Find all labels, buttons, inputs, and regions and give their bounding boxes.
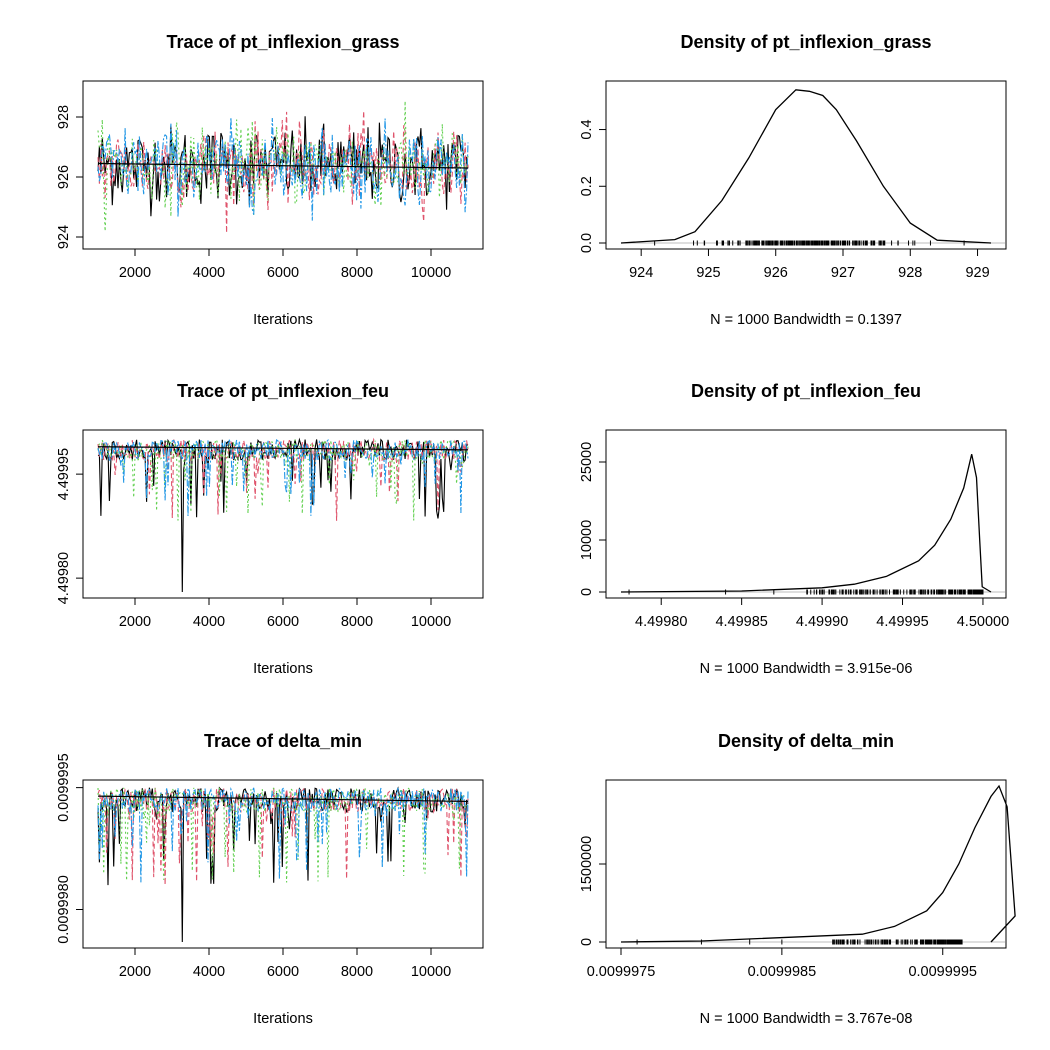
x-axis-label: Iterations: [253, 1011, 313, 1027]
x-tick-label: 924: [629, 265, 653, 281]
x-tick-label: 927: [831, 265, 855, 281]
rug-marks: [636, 939, 963, 945]
density-curve: [620, 89, 992, 244]
chart-title: Density of pt_inflexion_grass: [680, 32, 931, 52]
plot-frame: [605, 429, 1007, 599]
trace-chain-2: [97, 437, 469, 521]
chart-title: Density of pt_inflexion_feu: [691, 381, 921, 401]
chart-subtitle: N = 1000 Bandwidth = 3.915e-06: [700, 661, 913, 677]
chart-title: Trace of delta_min: [204, 731, 362, 751]
density-panel-2: Density of pt_inflexion_grass 924 925 926 92…: [579, 32, 1007, 328]
x-tick-label: 4.49990: [796, 614, 848, 630]
rug-marks: [654, 240, 965, 246]
x-tick-label: 6000: [267, 964, 299, 980]
trace-panel-3: Trace of pt_inflexion_feu 2000 4000 6000 800…: [56, 381, 484, 677]
y-tick-label: 0.0099980: [56, 875, 72, 944]
y-tick-label: 0: [579, 588, 595, 596]
density-curve: [620, 454, 992, 593]
chart-subtitle: N = 1000 Bandwidth = 3.767e-08: [700, 1011, 913, 1027]
plot-frame: [605, 779, 1007, 949]
chart-title: Trace of pt_inflexion_feu: [177, 381, 389, 401]
chart-title: Density of delta_min: [718, 731, 894, 751]
y-tick-label: 4.49995: [56, 448, 72, 500]
plot-frame: [605, 80, 1007, 250]
y-tick-label: 0.0: [579, 233, 595, 253]
x-tick-label: 926: [764, 265, 788, 281]
y-tick-label: 25000: [579, 442, 595, 482]
y-tick-label: 926: [56, 165, 72, 189]
y-tick-label: 0.2: [579, 176, 595, 196]
y-tick-label: 928: [56, 105, 72, 129]
x-tick-label: 10000: [411, 614, 451, 630]
x-tick-label: 8000: [341, 964, 373, 980]
x-tick-label: 0.0099995: [908, 964, 977, 980]
y-tick-label: 4.49980: [56, 552, 72, 604]
trace-chain-4: [97, 786, 469, 883]
x-tick-label: 2000: [119, 964, 151, 980]
chart-subtitle: N = 1000 Bandwidth = 0.1397: [710, 312, 902, 328]
trace-chain-3: [97, 101, 469, 232]
x-tick-label: 4000: [193, 964, 225, 980]
chart-title: Trace of pt_inflexion_grass: [166, 32, 399, 52]
density-panel-4: Density of pt_inflexion_feu 4.49980 4.4998…: [579, 381, 1009, 677]
x-tick-label: 0.0099985: [748, 964, 817, 980]
x-tick-label: 6000: [267, 265, 299, 281]
x-tick-label: 929: [965, 265, 989, 281]
x-tick-label: 6000: [267, 614, 299, 630]
rug-marks: [628, 589, 984, 595]
x-tick-label: 4000: [193, 614, 225, 630]
density-curve: [620, 784, 1016, 943]
x-axis-label: Iterations: [253, 661, 313, 677]
trace-chain-4: [97, 117, 469, 221]
x-tick-label: 10000: [411, 265, 451, 281]
x-tick-label: 4.49980: [635, 614, 687, 630]
trace-chain-3: [97, 437, 469, 521]
y-tick-label: 924: [56, 225, 72, 249]
x-tick-label: 4.50000: [957, 614, 1009, 630]
y-tick-label: 1500000: [579, 836, 595, 892]
y-tick-label: 0: [579, 938, 595, 946]
running-mean-line: [97, 162, 469, 169]
x-tick-label: 4.49985: [715, 614, 767, 630]
x-tick-label: 928: [898, 265, 922, 281]
x-tick-label: 4000: [193, 265, 225, 281]
x-tick-label: 2000: [119, 614, 151, 630]
running-mean-line: [97, 795, 469, 803]
x-tick-label: 8000: [341, 265, 373, 281]
x-tick-label: 925: [696, 265, 720, 281]
x-tick-label: 8000: [341, 614, 373, 630]
x-axis-label: Iterations: [253, 312, 313, 328]
x-tick-label: 2000: [119, 265, 151, 281]
x-tick-label: 10000: [411, 964, 451, 980]
y-tick-label: 0.0099995: [56, 753, 72, 822]
y-tick-label: 10000: [579, 520, 595, 560]
x-tick-label: 0.0099975: [587, 964, 656, 980]
trace-panel-1: Trace of pt_inflexion_grass 2000 4000 6000 8…: [56, 32, 484, 328]
density-panel-6: Density of delta_min 0.0099975 0.0099985 0.…: [579, 731, 1016, 1027]
trace-panel-5: Trace of delta_min 2000 4000 6000 8000 10000 0…: [56, 731, 484, 1027]
x-tick-label: 4.49995: [876, 614, 928, 630]
running-mean-line: [97, 446, 469, 451]
y-tick-label: 0.4: [579, 119, 595, 139]
